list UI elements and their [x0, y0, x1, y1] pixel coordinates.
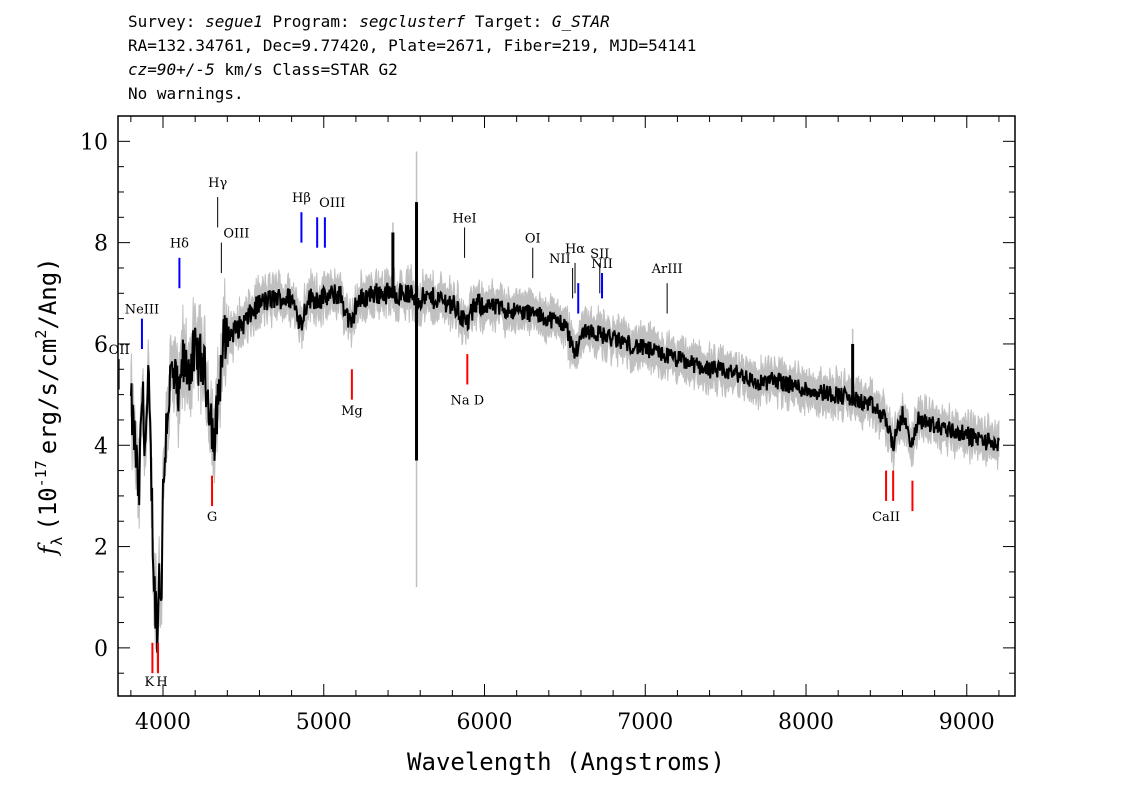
flux-line — [129, 282, 1000, 653]
y-axis-units: erg/s/cm — [34, 339, 62, 455]
y-axis-exponent: -17 — [32, 460, 50, 487]
redshift-value: cz=90+/-5 — [128, 60, 215, 79]
target-label: Target: — [474, 12, 543, 31]
emission-label-10: NII — [549, 252, 571, 267]
absorption-label-2: G — [207, 510, 217, 525]
emission-label-8: HeI — [452, 211, 476, 226]
x-tick-label-7000: 7000 — [617, 710, 673, 735]
y-axis-title: fλ(10-17erg/s/cm2/Ang) — [32, 257, 66, 556]
x-tick-label-8000: 8000 — [778, 710, 834, 735]
target-value: G_STAR — [551, 12, 610, 31]
emission-label-6: OIII — [319, 196, 345, 211]
axes: 4000 5000 6000 7000 8000 9000 0 2 4 6 8 10 — [80, 115, 1015, 735]
x-axis-title: Wavelength (Angstroms) — [407, 748, 725, 776]
x-tick-label-4000: 4000 — [135, 710, 191, 735]
absorption-label-1: H — [156, 675, 167, 690]
emission-label-11: Hα — [565, 242, 585, 257]
program-value: segclusterf — [359, 12, 466, 31]
y-tick-label-0: 0 — [94, 637, 108, 662]
y-tick-label-8: 8 — [94, 232, 108, 257]
survey-label: Survey: — [128, 12, 196, 31]
header-line-survey: Survey: segue1 Program: segclusterf Targ… — [128, 10, 696, 34]
y-tick-label-6: 6 — [94, 333, 108, 358]
y-tick-label-2: 2 — [94, 536, 108, 561]
header-line-warnings: No warnings. — [128, 84, 244, 103]
y-tick-label-10: 10 — [80, 130, 108, 155]
emission-label-3: Hγ — [208, 176, 227, 191]
emission-label-4: OIII — [223, 227, 249, 242]
emission-label-13: SII — [590, 247, 609, 262]
emission-label-5: Hβ — [292, 191, 311, 206]
plot-frame — [117, 115, 1016, 697]
class-value: km/s Class=STAR G2 — [224, 60, 398, 79]
absorption-label-0: K — [145, 675, 155, 690]
header-line-redshift: cz=90+/-5 km/s Class=STAR G2 — [128, 58, 696, 82]
emission-label-2: Hδ — [170, 237, 189, 252]
y-axis-symbol-sub: λ — [48, 537, 66, 546]
noise-band — [130, 151, 1000, 672]
emission-label-1: OII — [109, 343, 130, 358]
absorption-label-5: CaII — [872, 510, 900, 525]
x-tick-label-5000: 5000 — [296, 710, 352, 735]
x-tick-label-6000: 6000 — [457, 710, 513, 735]
noise-envelope — [130, 264, 1000, 672]
program-label: Program: — [272, 12, 350, 31]
y-tick-label-4: 4 — [94, 434, 108, 459]
y-axis-units-end: /Ang) — [34, 257, 62, 329]
y-axis-units-exponent: 2 — [32, 330, 50, 339]
absorption-label-4: Na D — [450, 394, 484, 409]
emission-label-15: ArIII — [651, 262, 683, 277]
survey-value: segue1 — [205, 12, 263, 31]
y-axis-scale: (10 — [34, 487, 62, 530]
spectrum-header: Survey: segue1 Program: segclusterf Targ… — [128, 10, 696, 106]
absorption-label-3: Mg — [341, 404, 363, 419]
x-tick-label-9000: 9000 — [939, 710, 995, 735]
header-line-coords: RA=132.34761, Dec=9.77420, Plate=2671, F… — [128, 36, 697, 55]
emission-label-0: NeIII — [125, 303, 159, 318]
flux-series — [129, 202, 1000, 653]
emission-label-14: NII — [591, 257, 613, 272]
emission-label-9: OI — [525, 232, 541, 247]
